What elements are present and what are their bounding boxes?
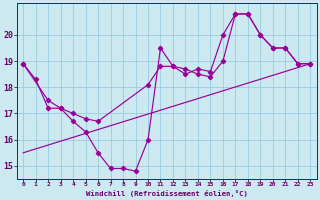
X-axis label: Windchill (Refroidissement éolien,°C): Windchill (Refroidissement éolien,°C) — [86, 190, 248, 197]
